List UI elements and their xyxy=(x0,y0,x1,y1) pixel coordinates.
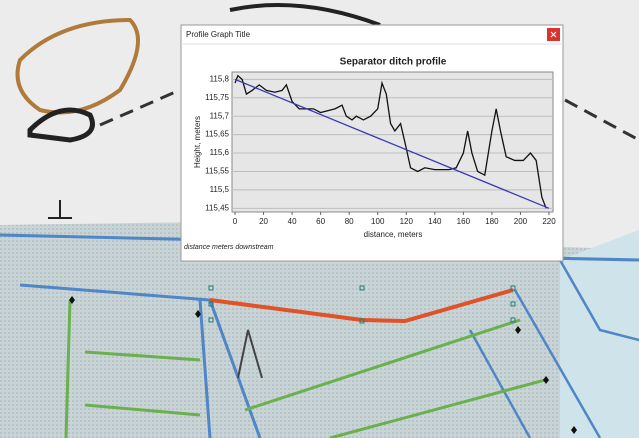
x-tick-label: 120 xyxy=(400,217,414,226)
y-tick-label: 115,45 xyxy=(205,203,229,212)
screen: Profile Graph Title Separator ditch prof… xyxy=(0,0,639,438)
y-tick-label: 115,55 xyxy=(205,167,229,176)
x-tick-label: 40 xyxy=(288,217,297,226)
x-tick-label: 160 xyxy=(457,217,471,226)
window-title: Profile Graph Title xyxy=(186,30,251,39)
y-tick-label: 115,6 xyxy=(210,148,230,157)
y-tick-label: 115,75 xyxy=(205,93,229,102)
x-tick-label: 60 xyxy=(316,217,325,226)
plot-area xyxy=(232,72,553,212)
x-tick-label: 100 xyxy=(371,217,385,226)
y-tick-label: 115,8 xyxy=(210,74,230,83)
x-tick-label: 180 xyxy=(485,217,499,226)
x-axis-label: distance, meters xyxy=(364,230,423,239)
y-tick-label: 115,7 xyxy=(210,111,230,120)
x-tick-label: 20 xyxy=(259,217,268,226)
y-tick-label: 115,65 xyxy=(205,130,229,139)
x-tick-label: 80 xyxy=(345,217,354,226)
x-tick-label: 0 xyxy=(233,217,238,226)
y-tick-label: 115,5 xyxy=(210,185,230,194)
chart-title: Separator ditch profile xyxy=(340,57,447,68)
footnote: distance meters downstream xyxy=(184,244,274,251)
x-tick-label: 140 xyxy=(428,217,442,226)
y-axis-label: Height, meters xyxy=(193,116,202,168)
x-tick-label: 200 xyxy=(514,217,528,226)
x-tick-label: 220 xyxy=(542,217,556,226)
